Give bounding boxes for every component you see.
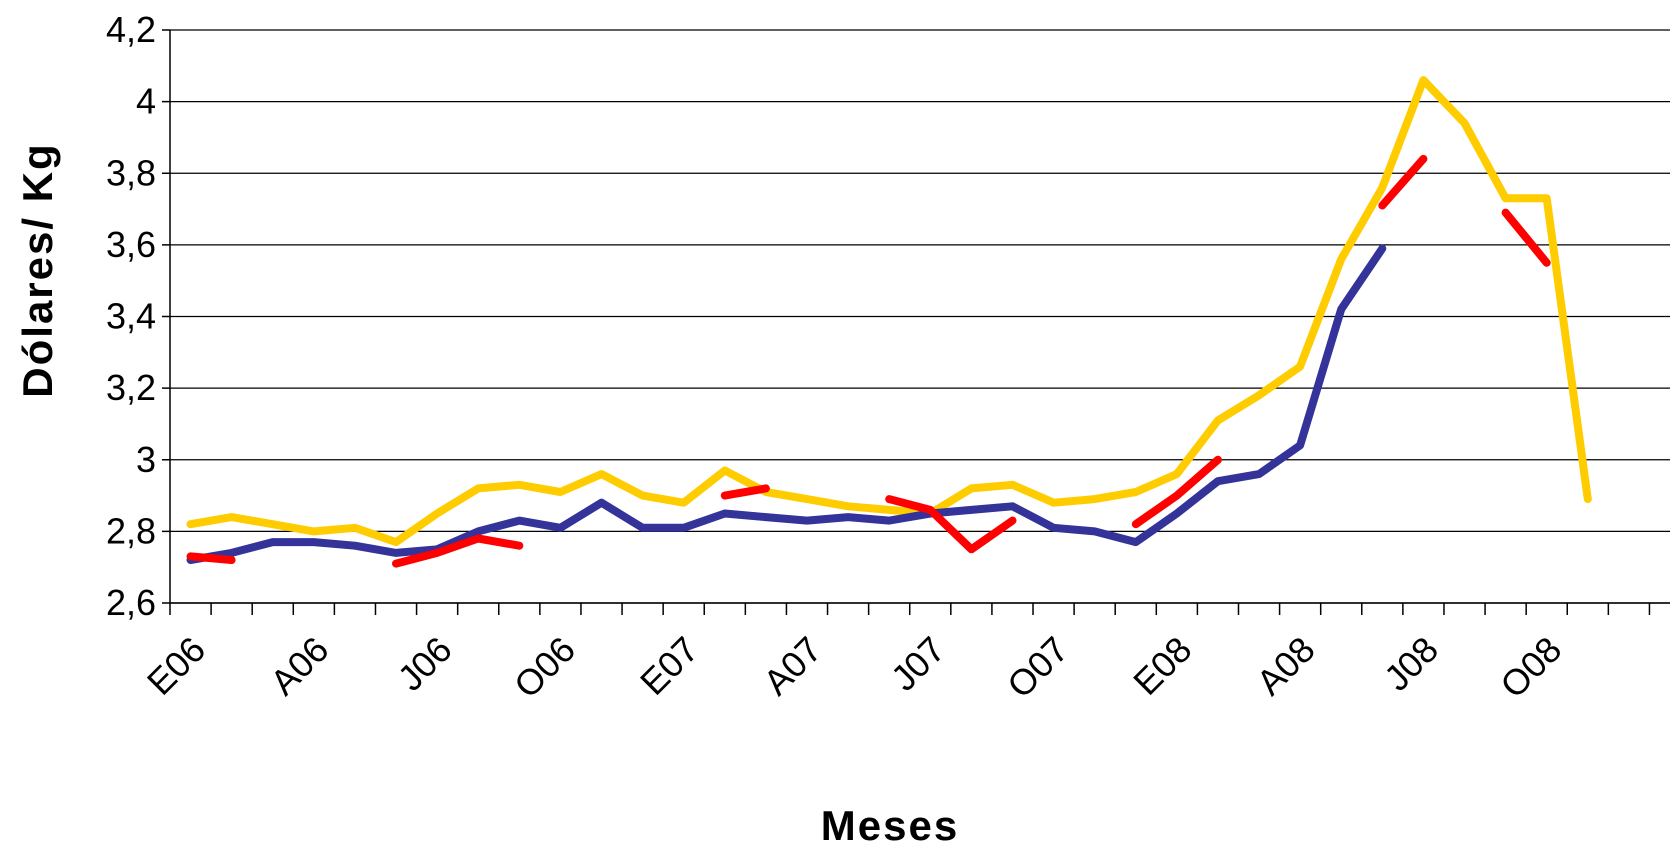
x-tick-label: J08	[1376, 629, 1446, 699]
x-tick-label: E07	[632, 629, 706, 703]
y-tick-label: 4,2	[106, 9, 156, 50]
y-tick-label: 2,6	[106, 582, 156, 623]
x-tick-labels: E06 A06 J06 O06 E07 A07 J07 O07 E08 A08 J08 O08	[139, 629, 1569, 706]
y-tick-labels: 2,6 2,8 3 3,2 3,4 3,6 3,8 4 4,2	[106, 9, 156, 623]
x-tick-label: O07	[999, 629, 1076, 706]
x-axis-title: Meses	[821, 802, 959, 848]
x-tick-label: O06	[506, 629, 583, 706]
series-2-line	[885, 495, 1017, 554]
x-tick-label: E06	[139, 629, 213, 703]
y-tick-label: 2,8	[106, 510, 156, 551]
series-2-line	[1131, 455, 1222, 529]
series-2-line	[186, 552, 236, 564]
y-tick-label: 3,4	[106, 296, 156, 337]
series-2-line	[1378, 154, 1428, 210]
axes	[162, 29, 1670, 615]
x-tick-label: A06	[262, 629, 336, 703]
series-2-line	[1501, 208, 1551, 267]
y-tick-label: 4	[136, 81, 156, 122]
x-tick-label: A07	[755, 629, 829, 703]
y-axis-title: Dólares/ Kg	[14, 142, 61, 397]
y-tick-label: 3,6	[106, 224, 156, 265]
x-tick-label: E08	[1125, 629, 1199, 703]
y-tick-label: 3	[136, 439, 156, 480]
series-2-line	[720, 484, 770, 500]
series-lines	[186, 76, 1592, 568]
x-tick-label: O08	[1492, 629, 1569, 706]
series-1-line	[186, 244, 1387, 564]
series-2-line	[392, 534, 524, 568]
x-tick-label: A08	[1248, 629, 1322, 703]
series-0-line	[186, 76, 1592, 547]
gridlines	[170, 29, 1670, 604]
y-tick-label: 3,2	[106, 367, 156, 408]
x-tick-label: J06	[390, 629, 460, 699]
x-tick-label: J07	[883, 629, 953, 699]
y-tick-label: 3,8	[106, 152, 156, 193]
